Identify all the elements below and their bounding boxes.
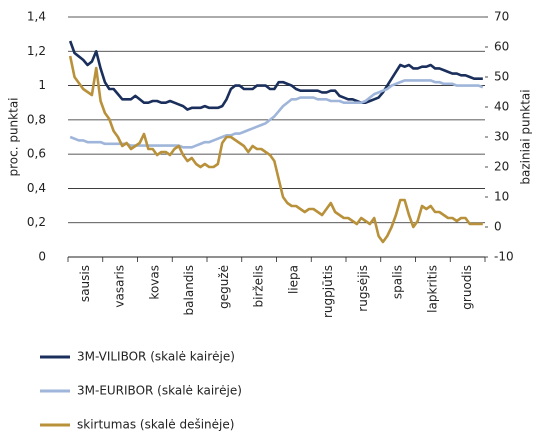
y-tick-label: 0,4 xyxy=(27,181,46,195)
series-line xyxy=(69,79,484,149)
y-tick-label: 0,6 xyxy=(27,147,46,161)
legend-label: 3M-EURIBOR (skalė kairėje) xyxy=(77,384,242,398)
y2-tick-label: 40 xyxy=(494,100,509,114)
x-tick-label: kovas xyxy=(147,265,161,300)
series-line xyxy=(68,55,483,244)
x-tick-label: vasaris xyxy=(113,265,127,308)
x-tick-label: gegužė xyxy=(217,265,231,309)
y-tick-label: 0,2 xyxy=(27,215,46,229)
x-tick-label: lapkritis xyxy=(425,265,439,313)
y2-tick-label: 0 xyxy=(494,220,502,234)
x-tick-label: rugsėjis xyxy=(356,265,370,312)
x-tick-label: balandis xyxy=(182,265,196,315)
y2-tick-label: 20 xyxy=(494,160,509,174)
y2-tick-label: 70 xyxy=(494,10,509,24)
x-tick-label: rugpjūtis xyxy=(321,265,335,318)
y-tick-label: 0 xyxy=(38,250,46,264)
x-tick-label: gruodis xyxy=(460,265,474,310)
y2-axis-label: baziniai punktai xyxy=(519,89,533,184)
legend-label: 3M-VILIBOR (skalė kairėje) xyxy=(77,350,235,364)
x-tick-label: spalis xyxy=(391,265,405,299)
y-tick-label: 1 xyxy=(38,78,46,92)
x-tick-label: birželis xyxy=(252,265,266,308)
y2-tick-label: 30 xyxy=(494,130,509,144)
x-tick-label: sausis xyxy=(78,265,92,302)
series-line xyxy=(68,40,483,111)
y-tick-label: 0,8 xyxy=(27,112,46,126)
legend-label: skirtumas (skalė dešinėje) xyxy=(77,418,234,432)
y2-tick-label: -10 xyxy=(494,250,514,264)
y-tick-label: 1,2 xyxy=(27,44,46,58)
x-tick-label: liepa xyxy=(286,265,300,294)
y-axis-label: proc. punktai xyxy=(7,97,21,176)
y2-tick-label: 50 xyxy=(494,70,509,84)
y-tick-label: 1,4 xyxy=(27,10,46,24)
y2-tick-label: 10 xyxy=(494,190,509,204)
y2-tick-label: 60 xyxy=(494,40,509,54)
